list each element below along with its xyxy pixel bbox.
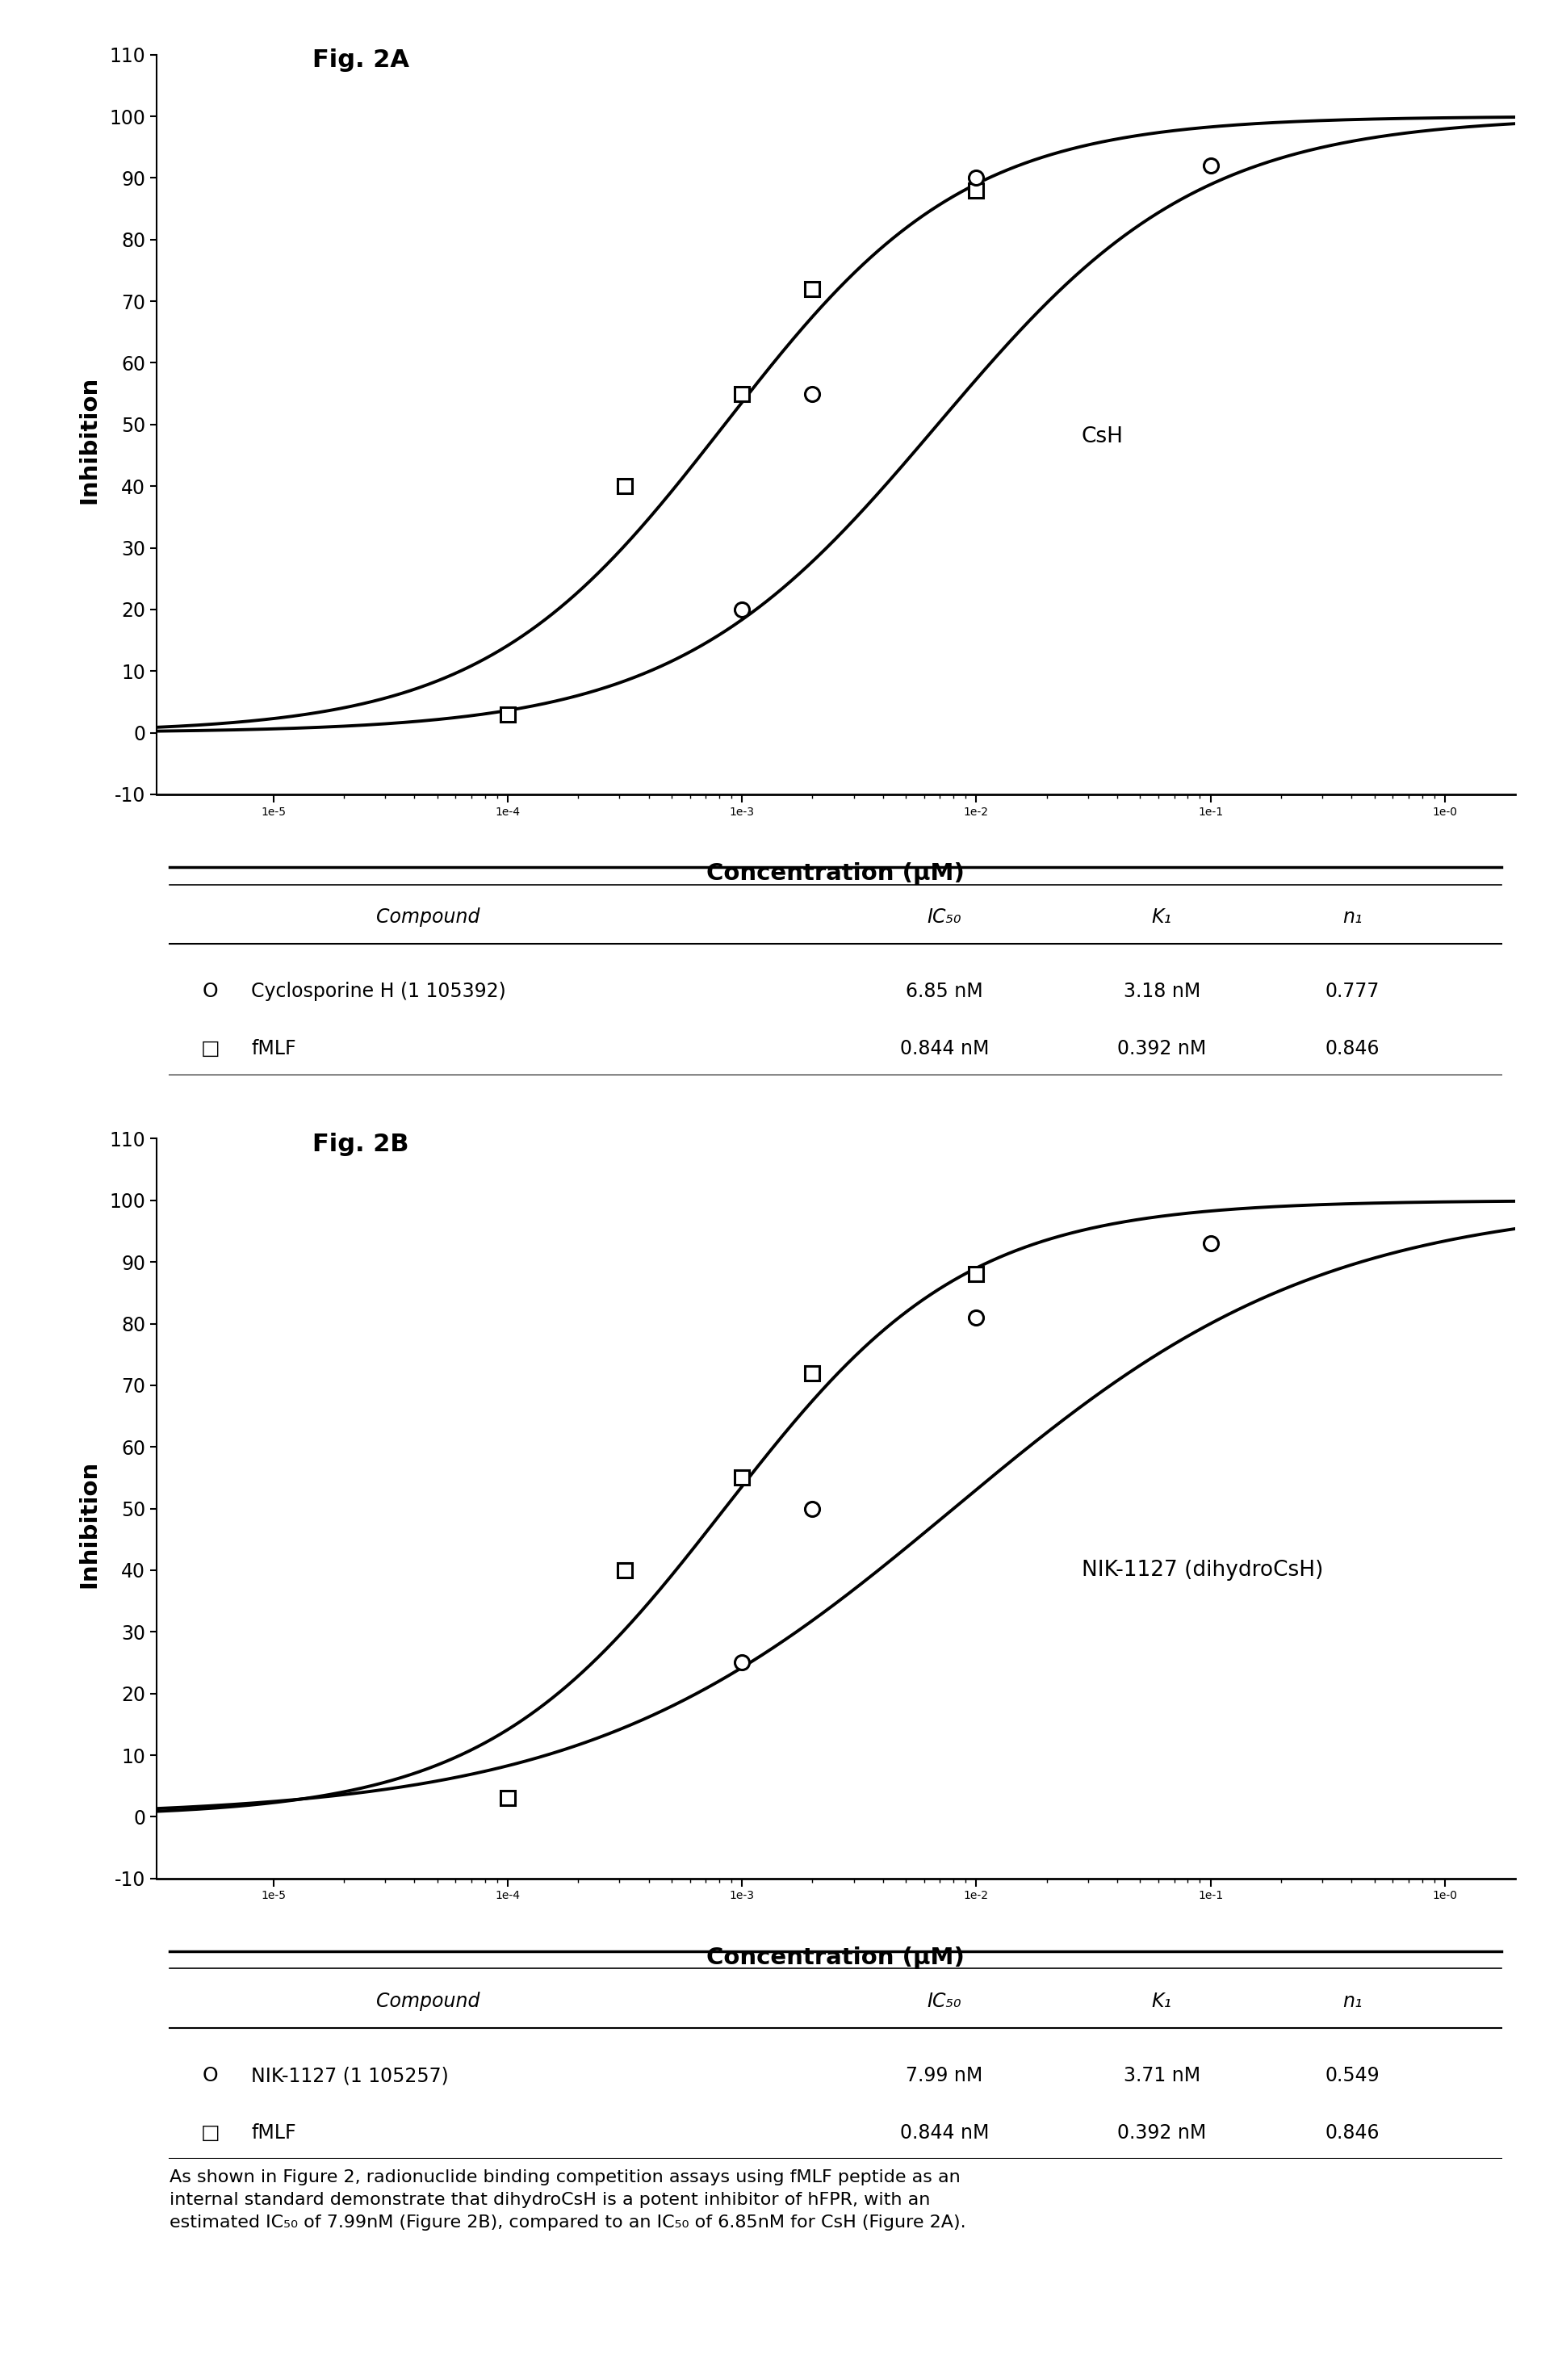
Text: 7.99 nM: 7.99 nM [906, 2066, 982, 2085]
Text: 0.846: 0.846 [1325, 1040, 1379, 1059]
Text: □: □ [201, 1040, 220, 1059]
Text: K₁: K₁ [1151, 907, 1172, 928]
Text: Fig. 2B: Fig. 2B [312, 1133, 409, 1157]
Text: IC₅₀: IC₅₀ [928, 907, 962, 928]
Text: 0.846: 0.846 [1325, 2123, 1379, 2142]
Text: O: O [203, 2066, 219, 2085]
Text: NIK-1127 (1 105257): NIK-1127 (1 105257) [251, 2066, 448, 2085]
Text: fMLF: fMLF [251, 2123, 297, 2142]
Text: n₁: n₁ [1342, 1992, 1362, 2011]
Text: Fig. 2A: Fig. 2A [312, 48, 409, 71]
Y-axis label: Inhibition: Inhibition [78, 1459, 100, 1587]
Text: Compound: Compound [376, 1992, 480, 2011]
X-axis label: Concentration (μM): Concentration (μM) [706, 862, 965, 885]
Text: □: □ [201, 2123, 220, 2142]
Text: n₁: n₁ [1342, 907, 1362, 928]
Text: 3.18 nM: 3.18 nM [1123, 983, 1200, 1002]
Text: 0.844 nM: 0.844 nM [900, 2123, 989, 2142]
Text: Cyclosporine H (1 105392): Cyclosporine H (1 105392) [251, 983, 506, 1002]
Text: 0.392 nM: 0.392 nM [1117, 1040, 1206, 1059]
Text: Compound: Compound [376, 907, 480, 928]
Y-axis label: Inhibition: Inhibition [78, 376, 100, 505]
Text: O: O [203, 983, 219, 1002]
Text: CsH: CsH [1081, 426, 1123, 447]
Text: fMLF: fMLF [251, 1040, 297, 1059]
Text: 0.844 nM: 0.844 nM [900, 1040, 989, 1059]
Text: 3.71 nM: 3.71 nM [1123, 2066, 1200, 2085]
Text: 0.549: 0.549 [1325, 2066, 1379, 2085]
Text: 6.85 nM: 6.85 nM [906, 983, 982, 1002]
Text: IC₅₀: IC₅₀ [928, 1992, 962, 2011]
X-axis label: Concentration (μM): Concentration (μM) [706, 1947, 965, 1968]
Text: K₁: K₁ [1151, 1992, 1172, 2011]
Text: NIK-1127 (dihydroCsH): NIK-1127 (dihydroCsH) [1081, 1559, 1323, 1580]
Text: As shown in Figure 2, radionuclide binding competition assays using fMLF peptide: As shown in Figure 2, radionuclide bindi… [170, 2168, 967, 2230]
Text: 0.392 nM: 0.392 nM [1117, 2123, 1206, 2142]
Text: 0.777: 0.777 [1325, 983, 1379, 1002]
